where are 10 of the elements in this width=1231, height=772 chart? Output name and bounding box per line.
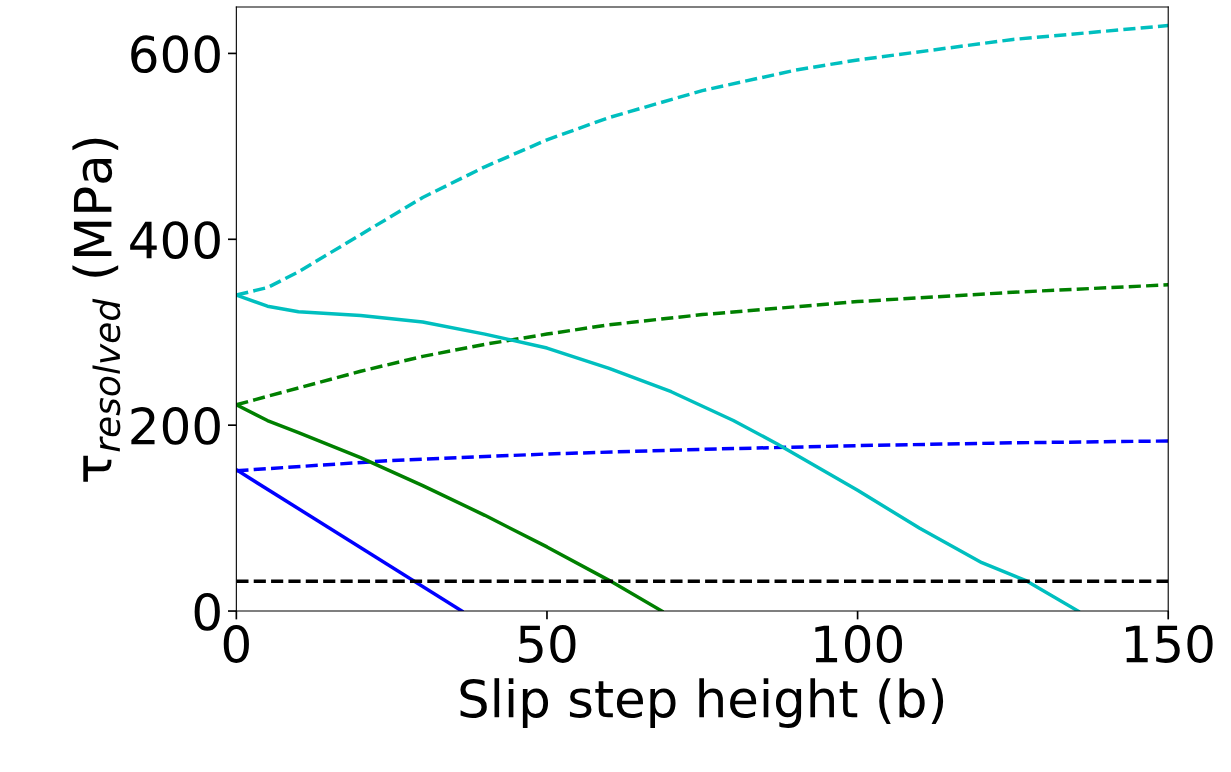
y-axis-title: τ$_{resolved}$ (MPa) xyxy=(72,138,121,482)
x-axis-title: Slip step height (b) xyxy=(460,678,944,728)
x-tick-label: 50 xyxy=(519,625,576,663)
y-tick-label: 400 xyxy=(130,221,220,259)
x-tick-label: 100 xyxy=(815,625,902,663)
y-tick-label: 600 xyxy=(131,35,220,74)
y-tick-label: 200 xyxy=(131,407,220,445)
x-tick-label: 150 xyxy=(1125,625,1213,663)
y-tick-label: 0 xyxy=(194,592,220,631)
x-tick-label: 0 xyxy=(223,625,249,663)
